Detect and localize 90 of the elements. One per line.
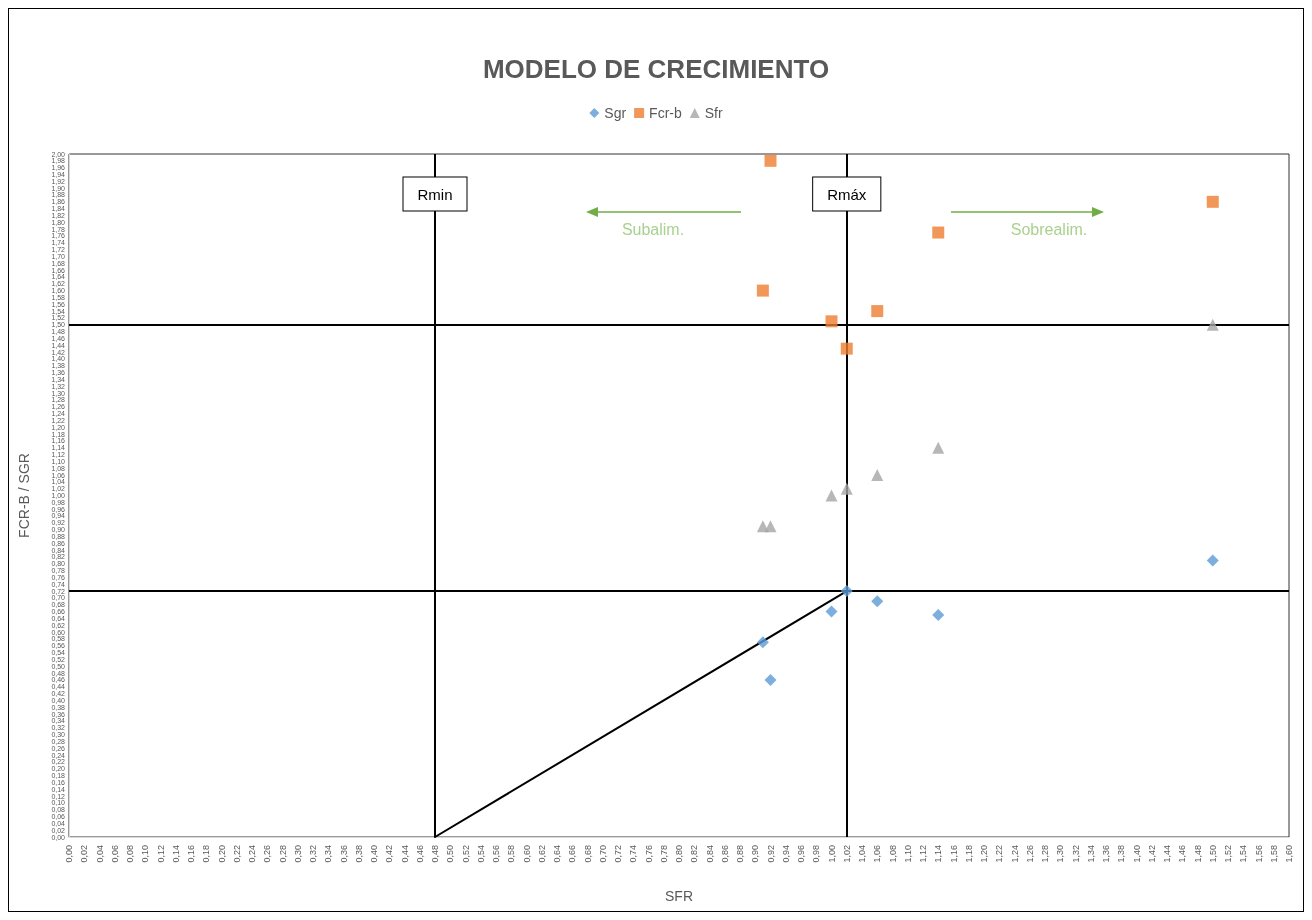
x-tick-label: 0,94 — [780, 845, 791, 863]
x-tick-label: 0,52 — [460, 845, 471, 863]
x-tick-label: 1,10 — [902, 845, 913, 863]
chart-title: MODELO DE CRECIMIENTO — [482, 54, 830, 84]
x-tick-label: 1,04 — [857, 845, 867, 863]
y-axis-title: FCR-B / SGR — [16, 453, 32, 538]
x-tick-label: 1,52 — [1223, 845, 1233, 863]
annotation: Subalim. — [621, 220, 685, 238]
x-tick-label: 0,04 — [94, 845, 105, 863]
x-tick-label: 0,30 — [292, 845, 303, 863]
x-tick-label: 1,14 — [933, 845, 944, 863]
x-tick-label: 1,50 — [1207, 845, 1218, 863]
x-tick-label: 0,16 — [186, 845, 196, 863]
x-tick-label: 0,02 — [79, 845, 90, 863]
x-tick-label: 0,92 — [765, 845, 776, 863]
x-tick-label: 1,20 — [979, 845, 989, 863]
x-tick-label: 0,76 — [643, 845, 654, 863]
x-tick-label: 1,28 — [1040, 845, 1050, 863]
x-tick-label: 0,36 — [338, 845, 349, 863]
x-tick-label: 0,60 — [521, 845, 532, 863]
x-tick-label: 0,34 — [323, 845, 334, 863]
x-tick-label: 1,34 — [1085, 845, 1096, 863]
x-tick-label: 1,60 — [1284, 845, 1294, 863]
x-tick-label: 0,66 — [567, 845, 578, 863]
x-tick-label: 0,74 — [628, 845, 639, 863]
x-tick-label: 1,46 — [1177, 845, 1188, 863]
x-tick-label: 0,72 — [613, 845, 623, 863]
x-tick-label: 0,42 — [384, 845, 395, 863]
ref-line-label: Rmáx — [827, 185, 867, 203]
x-axis-title: SFR — [665, 888, 693, 904]
x-tick-label: 0,24 — [247, 845, 257, 863]
x-tick-label: 0,08 — [125, 845, 135, 863]
x-tick-label: 1,48 — [1192, 845, 1203, 863]
x-tick-label: 1,44 — [1162, 845, 1172, 863]
x-tick-label: 0,40 — [369, 845, 379, 863]
ref-line-label: Rmin — [417, 185, 453, 203]
x-tick-label: 0,80 — [674, 845, 684, 863]
x-tick-label: 0,28 — [277, 845, 288, 863]
x-tick-label: 0,58 — [506, 845, 517, 863]
x-tick-label: 0,70 — [597, 845, 608, 863]
x-tick-label: 0,46 — [414, 845, 425, 863]
x-tick-label: 1,30 — [1055, 845, 1066, 863]
x-tick-label: 1,38 — [1116, 845, 1127, 863]
legend-label: Sgr — [604, 105, 627, 121]
x-tick-label: 1,26 — [1024, 845, 1035, 863]
x-tick-label: 0,14 — [170, 845, 181, 863]
x-tick-label: 0,96 — [796, 845, 806, 863]
legend-label: Sfr — [704, 105, 724, 121]
x-tick-label: 0,38 — [353, 845, 364, 863]
x-tick-label: 0,50 — [445, 845, 456, 863]
x-tick-label: 1,02 — [841, 845, 852, 863]
x-tick-label: 0,68 — [582, 845, 593, 863]
x-tick-label: 0,18 — [201, 845, 212, 863]
x-tick-label: 1,36 — [1101, 845, 1111, 863]
x-tick-label: 0,10 — [140, 845, 151, 863]
x-tick-label: 0,44 — [399, 845, 410, 863]
x-tick-label: 1,08 — [887, 845, 898, 863]
x-tick-label: 0,12 — [155, 845, 166, 863]
x-tick-label: 1,40 — [1131, 845, 1142, 863]
x-tick-label: 1,42 — [1146, 845, 1157, 863]
x-tick-label: 0,64 — [552, 845, 562, 863]
annotation: Sobrealim. — [1010, 220, 1088, 238]
x-tick-label: 0,26 — [262, 845, 273, 863]
x-tick-label: 0,48 — [430, 845, 440, 863]
x-tick-label: 0,88 — [735, 845, 745, 863]
x-tick-label: 0,90 — [750, 845, 761, 863]
x-tick-label: 1,16 — [948, 845, 959, 863]
x-tick-label: 0,62 — [536, 845, 547, 863]
x-tick-label: 0,22 — [231, 845, 242, 863]
x-tick-label: 1,12 — [918, 845, 928, 863]
x-tick-label: 0,32 — [308, 845, 318, 863]
x-tick-label: 0,06 — [109, 845, 120, 863]
x-tick-label: 1,00 — [826, 845, 837, 863]
x-tick-label: 0,82 — [689, 845, 700, 863]
x-tick-label: 1,22 — [994, 845, 1005, 863]
x-tick-label: 0,78 — [658, 845, 669, 863]
x-tick-label: 0,98 — [811, 845, 822, 863]
x-tick-label: 0,54 — [475, 845, 486, 863]
x-tick-label: 0,84 — [704, 845, 715, 863]
x-tick-label: 1,06 — [872, 845, 883, 863]
legend-label: Fcr-b — [649, 105, 682, 121]
x-tick-label: 1,56 — [1253, 845, 1264, 863]
x-tick-label: 0,20 — [216, 845, 227, 863]
x-tick-label: 1,58 — [1268, 845, 1279, 863]
x-tick-label: 0,56 — [491, 845, 501, 863]
x-tick-label: 1,24 — [1009, 845, 1020, 863]
x-tick-label: 1,32 — [1070, 845, 1081, 863]
x-tick-label: 1,54 — [1238, 845, 1249, 863]
x-tick-label: 1,18 — [963, 845, 974, 863]
x-tick-label: 0,86 — [719, 845, 730, 863]
